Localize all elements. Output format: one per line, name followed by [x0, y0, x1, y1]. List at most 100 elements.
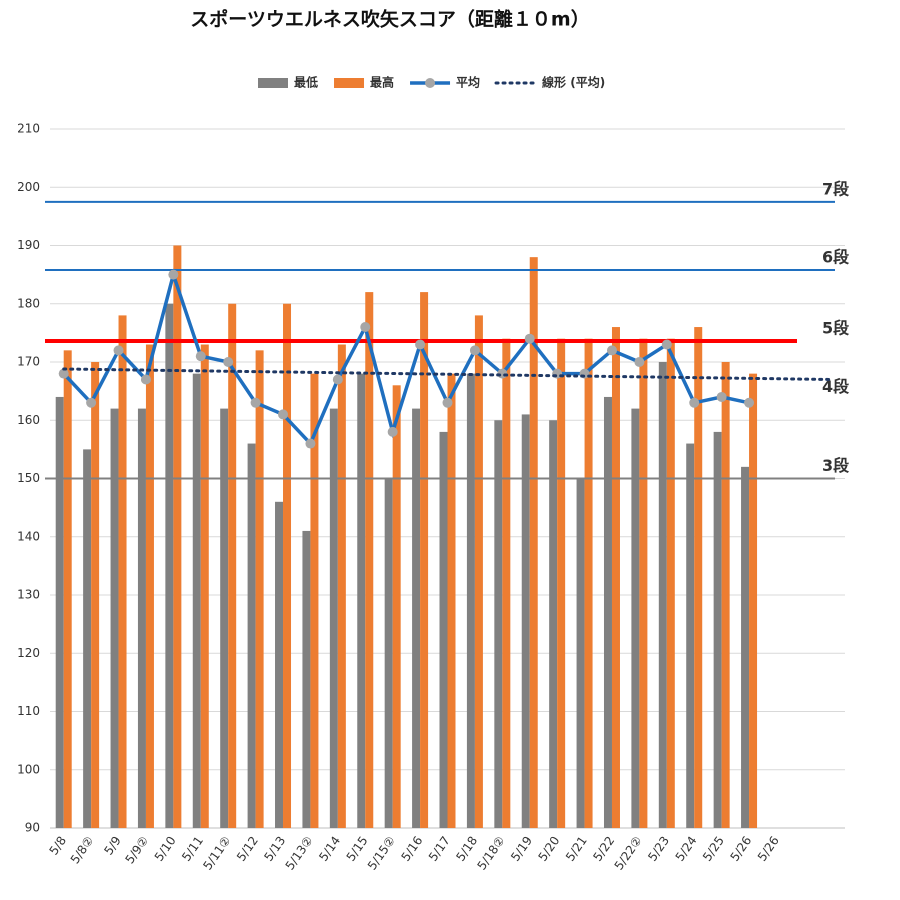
x-tick-label: 5/18 — [453, 834, 480, 864]
x-tick-label: 5/23 — [645, 834, 672, 864]
y-tick-label: 190 — [17, 238, 40, 252]
bar — [466, 373, 475, 828]
legend-item: 平均 — [410, 75, 480, 90]
x-tick-label: 5/9 — [101, 834, 124, 858]
average-marker — [305, 438, 316, 449]
average-marker — [661, 339, 672, 350]
legend-label: 最低 — [294, 75, 318, 90]
x-tick-label: 5/8 — [46, 834, 69, 858]
y-tick-label: 160 — [17, 413, 40, 427]
bar — [329, 408, 338, 828]
x-tick-label: 5/14 — [316, 834, 343, 864]
reference-label: 4段 — [822, 377, 850, 396]
bar — [686, 443, 695, 828]
bar — [283, 303, 292, 828]
bar — [110, 408, 119, 828]
x-tick-label: 5/20 — [536, 834, 563, 864]
legend-label: 平均 — [456, 75, 480, 90]
bar — [447, 373, 456, 828]
reference-label: 5段 — [822, 319, 850, 338]
bar — [310, 373, 319, 828]
bar — [365, 292, 374, 829]
legend-label: 最高 — [370, 75, 394, 90]
y-tick-label: 210 — [17, 122, 40, 136]
x-tick-label: 5/21 — [563, 834, 590, 864]
legend-swatch — [334, 78, 365, 88]
average-marker — [195, 351, 206, 362]
bar — [337, 344, 346, 828]
y-tick-label: 200 — [17, 180, 40, 194]
bar — [192, 373, 201, 828]
y-tick-label: 150 — [17, 471, 40, 485]
x-tick-label: 5/24 — [673, 834, 700, 864]
bar — [275, 501, 284, 828]
x-tick-label: 5/13 — [261, 834, 288, 864]
legend-item: 最高 — [334, 75, 394, 90]
bar — [63, 350, 72, 828]
bar — [521, 414, 530, 828]
bar — [255, 350, 264, 828]
bar — [55, 396, 64, 828]
bar — [584, 338, 593, 828]
y-tick-label: 100 — [17, 762, 40, 776]
bar — [173, 245, 182, 828]
x-tick-label: 5/26 — [755, 834, 782, 864]
bar — [494, 420, 503, 828]
x-tick-label: 5/8② — [68, 834, 97, 867]
average-marker — [168, 269, 179, 280]
average-marker — [442, 397, 453, 408]
x-tick-label: 5/22 — [590, 834, 617, 864]
average-marker — [606, 345, 617, 356]
average-marker — [113, 345, 124, 356]
bar — [666, 338, 675, 828]
bar — [412, 408, 421, 828]
bar — [713, 431, 722, 828]
average-marker — [744, 397, 755, 408]
trend-line — [62, 367, 833, 381]
legend-item: 線形 (平均) — [494, 75, 605, 90]
bar — [200, 344, 209, 828]
bar — [220, 408, 229, 828]
legend-swatch — [258, 78, 288, 88]
average-marker — [332, 374, 343, 385]
bar — [91, 362, 100, 828]
bar — [357, 373, 366, 828]
average-marker — [360, 322, 371, 333]
y-tick-label: 120 — [17, 646, 40, 660]
x-tick-label: 5/9② — [123, 834, 152, 867]
bar — [721, 362, 730, 828]
bar — [420, 292, 429, 829]
average-marker — [223, 357, 234, 367]
legend-label: 線形 (平均) — [542, 75, 605, 90]
average-marker — [689, 397, 700, 408]
x-tick-label: 5/12 — [234, 834, 261, 864]
average-marker — [387, 426, 398, 437]
average-marker — [524, 333, 535, 344]
reference-label: 3段 — [822, 456, 850, 475]
bar — [384, 478, 393, 828]
bar — [228, 303, 237, 828]
bar — [439, 431, 448, 828]
x-tick-label: 5/18② — [475, 834, 508, 873]
average-marker — [634, 357, 645, 367]
average-marker — [86, 397, 97, 408]
bar — [557, 338, 566, 828]
x-tick-label: 5/11 — [179, 834, 206, 864]
y-tick-label: 140 — [17, 529, 40, 543]
bar — [392, 385, 401, 828]
average-marker — [415, 339, 426, 350]
bar — [165, 303, 174, 828]
bar — [502, 338, 511, 828]
bar — [137, 408, 146, 828]
bar — [474, 315, 483, 828]
bar — [118, 315, 127, 828]
x-tick-label: 5/15② — [365, 834, 398, 873]
x-tick-label: 5/25 — [700, 834, 727, 864]
average-marker — [716, 391, 727, 402]
bar — [611, 327, 620, 828]
x-tick-label: 5/22② — [612, 834, 645, 873]
bar — [631, 408, 640, 828]
bar — [694, 327, 703, 828]
x-tick-label: 5/26 — [727, 834, 754, 864]
